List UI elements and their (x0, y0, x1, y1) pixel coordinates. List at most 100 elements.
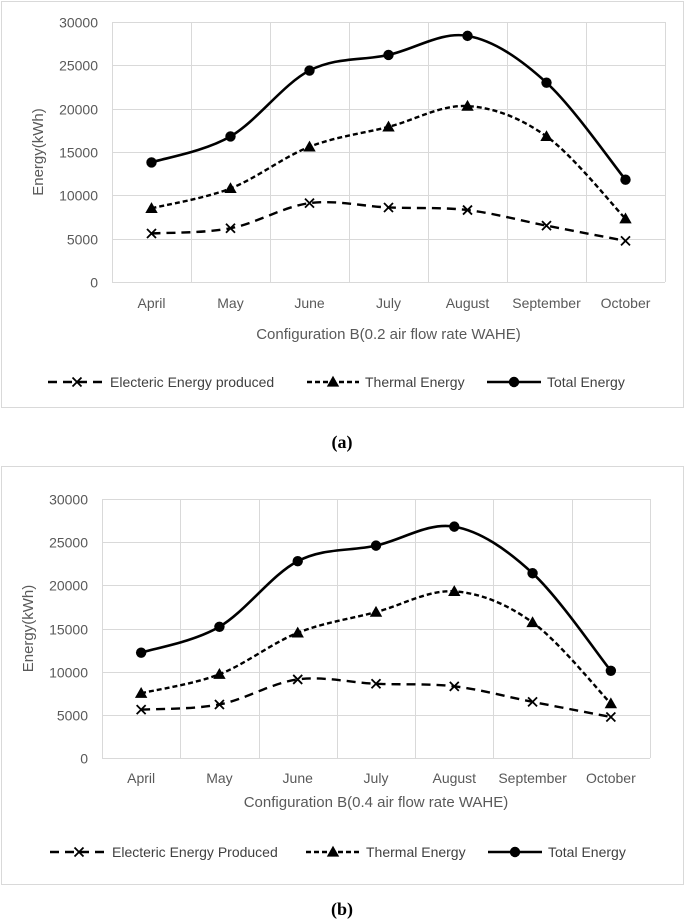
chart-b-series-electeric-energy-produced-point-june (292, 674, 303, 685)
chart-a-xtick-may: May (217, 295, 243, 311)
chart-b-series-thermal-energy-point-may (213, 668, 226, 679)
chart-a-series-thermal-energy-point-august (461, 99, 474, 111)
chart-b-xtick-october: October (586, 770, 636, 786)
chart-b-series-electeric-energy-produced-point-may (214, 699, 225, 710)
chart-b-legend-marker-circle (509, 846, 521, 858)
chart-a-series-total-energy-point-september (541, 77, 552, 88)
chart-a-series-total-energy-point-april (146, 157, 157, 168)
chart-b-series-electeric-energy-produced-point-july (370, 678, 382, 689)
chart-b-xtick-july: July (364, 770, 389, 786)
chart-a-xtick-october: October (601, 295, 651, 311)
chart-a-legend: Electeric Energy produced Thermal Energy T… (48, 374, 625, 390)
chart-b-ytick-label: 0 (80, 751, 88, 767)
chart-a-ytick-label: 15000 (59, 145, 98, 161)
chart-a-legend-marker-circle (508, 376, 520, 388)
chart-b-series-thermal-energy-point-june (291, 626, 304, 638)
chart-a-series-electeric-energy-produced-point-june (304, 197, 315, 209)
chart-a-series-electeric-energy-produced-point-october (620, 235, 631, 246)
chart-b-series-thermal-energy (134, 585, 618, 709)
chart-a-y-axis-title: Energy(kWh) (30, 108, 47, 196)
chart-a-series-total-energy-point-may (225, 131, 236, 142)
chart-a-legend-marker-x (71, 376, 83, 388)
chart-b-series-electeric-energy-produced-point-september (527, 696, 538, 708)
chart-a-series-thermal-energy (145, 99, 632, 224)
chart-b-xtick-august: August (432, 770, 476, 786)
chart-b-series-thermal-energy-point-july (369, 605, 383, 617)
chart-b-series-electeric-energy-produced-point-october (605, 711, 616, 723)
chart-b-series-electeric-energy-produced-point-april (136, 704, 147, 715)
chart-b-series-thermal-energy-point-august (448, 585, 461, 597)
chart-b-legend-marker-x (73, 846, 85, 858)
chart-b-legend-label: Thermal Energy (366, 844, 466, 860)
chart-a-x-axis-title: Configuration B(0.2 air flow rate WAHE) (256, 326, 521, 343)
chart-b-legend-item-thermal-energy: Thermal Energy (306, 844, 466, 860)
chart-b-xtick-may: May (206, 770, 232, 786)
chart-a-series-thermal-energy-point-july (382, 120, 395, 132)
chart-b-series-total-energy-point-october (605, 665, 617, 677)
chart-b-ytick-label: 20000 (49, 578, 88, 594)
chart-a-caption: (a) (332, 432, 353, 453)
chart-a-series-electeric-energy-produced-point-september (541, 220, 552, 231)
chart-b-xtick-september: September (498, 770, 567, 786)
chart-b-series-thermal-energy-point-april (134, 687, 148, 698)
chart-a-legend-item-thermal-energy: Thermal Energy (307, 374, 465, 390)
chart-b-series-thermal-energy-point-october (604, 697, 618, 709)
chart-b-legend-label: Electeric Energy Produced (112, 844, 278, 860)
chart-a-ytick-label: 5000 (67, 232, 98, 248)
chart-b-caption: (b) (331, 899, 353, 920)
chart-a-series-total-energy-point-june (304, 65, 315, 76)
chart-a-series-electeric-energy-produced-point-july (383, 202, 394, 213)
chart-a-xtick-july: July (376, 295, 401, 311)
chart-b: 0 5000 10000 15000 20000 25000 30000 April May Ju… (1, 466, 684, 885)
chart-b-series-total-energy-point-august (449, 521, 460, 532)
chart-a-xtick-june: June (294, 295, 325, 311)
chart-a-border (1, 1, 684, 408)
chart-a-series-total-energy-point-july (383, 49, 394, 61)
chart-a-legend-marker-triangle (326, 375, 340, 387)
chart-a-ytick-label: 20000 (59, 102, 98, 118)
chart-b-series-total-energy-point-april (135, 647, 147, 658)
chart-a-ytick-label: 0 (90, 275, 98, 291)
chart-a-legend-label: Total Energy (547, 374, 625, 390)
chart-a-xtick-august: August (446, 295, 490, 311)
chart-a-legend-item-total-energy: Total Energy (487, 374, 625, 390)
chart-b-ytick-label: 10000 (49, 665, 88, 681)
chart-b-x-axis-title: Configuration B(0.4 air flow rate WAHE) (244, 794, 509, 811)
chart-b-legend-item-electeric-energy-produced: Electeric Energy Produced (50, 844, 278, 860)
chart-b-ytick-label: 15000 (49, 622, 88, 638)
chart-b-series-total-energy-point-may (214, 621, 225, 632)
chart-a-legend-label: Thermal Energy (365, 374, 465, 390)
chart-a-series-total-energy (146, 30, 631, 185)
chart-a-series-electeric-energy-produced (146, 197, 631, 246)
chart-a-legend-item-electeric-energy-produced: Electeric Energy produced (48, 374, 274, 390)
chart-b-ytick-label: 30000 (49, 492, 88, 508)
chart-b-border (1, 466, 684, 885)
chart-b-series-total-energy-point-september (527, 568, 538, 579)
chart-a-series-thermal-energy-point-september (540, 130, 553, 142)
chart-b-series-total-energy-point-july (370, 540, 382, 551)
chart-a-series-thermal-energy-point-october (619, 212, 632, 224)
chart-b-series-electeric-energy-produced-point-august (449, 681, 460, 692)
chart-a-xtick-april: April (137, 295, 165, 311)
chart-a-ytick-label: 30000 (59, 15, 98, 31)
chart-a-xtick-september: September (512, 295, 581, 311)
chart-a-series-electeric-energy-produced-point-august (462, 204, 473, 216)
chart-a-series-thermal-energy-point-april (145, 202, 158, 213)
chart-a-series-thermal-energy-point-june (303, 140, 316, 152)
chart-b-xtick-june: June (283, 770, 314, 786)
chart-b-series-thermal-energy-point-september (526, 616, 539, 628)
chart-b-series-total-energy-point-june (292, 555, 303, 567)
chart-b-legend-marker-triangle (326, 845, 340, 857)
chart-b-y-axis-title: Energy(kWh) (20, 585, 37, 673)
chart-b-xtick-april: April (127, 770, 155, 786)
chart-a: 0 5000 10000 15000 20000 25000 30000 April May Ju… (1, 1, 684, 408)
chart-b-legend: Electeric Energy Produced Thermal Energy T… (50, 844, 626, 860)
chart-b-ytick-label: 25000 (49, 535, 88, 551)
chart-a-series-electeric-energy-produced-point-may (225, 223, 236, 234)
chart-a-series-thermal-energy-point-may (224, 182, 237, 194)
chart-b-series-electeric-energy-produced (136, 674, 616, 723)
chart-a-ytick-label: 10000 (59, 188, 98, 204)
chart-b-series-total-energy (135, 521, 617, 677)
chart-a-legend-label: Electeric Energy produced (110, 374, 274, 390)
